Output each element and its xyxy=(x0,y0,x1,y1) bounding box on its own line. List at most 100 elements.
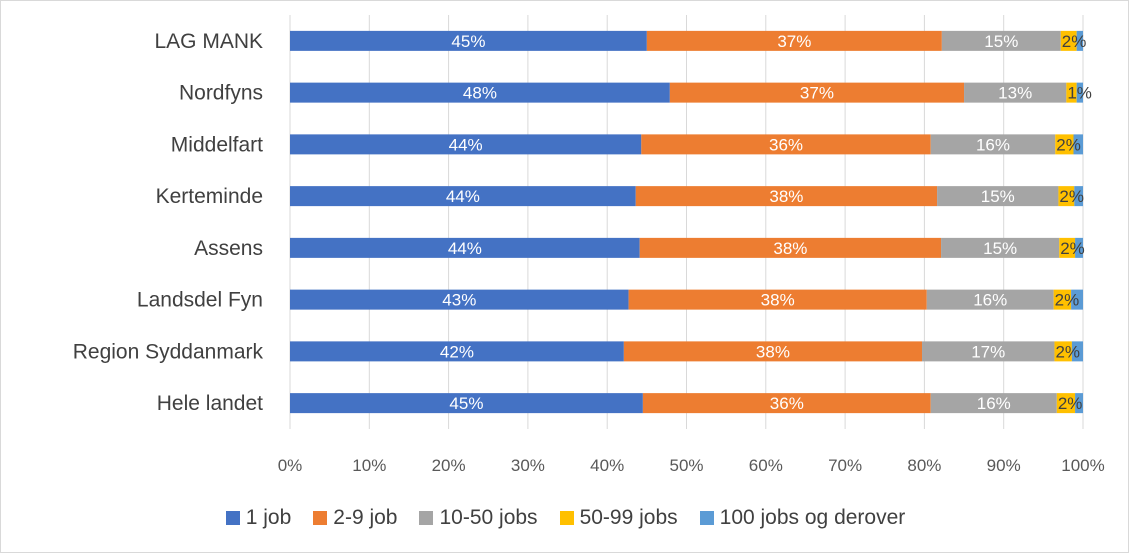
x-tick-label: 70% xyxy=(828,456,862,475)
data-label: 2% xyxy=(1055,291,1080,310)
bar-segment xyxy=(639,237,942,258)
bar-segment xyxy=(941,30,1061,51)
bar-segment xyxy=(922,341,1055,362)
data-label: 44% xyxy=(449,135,483,154)
x-tick-label: 60% xyxy=(749,456,783,475)
data-label: 1% xyxy=(1067,84,1092,103)
data-label: 37% xyxy=(800,84,834,103)
bar-segment xyxy=(964,82,1067,103)
category-label: Assens xyxy=(194,237,263,260)
data-label: 16% xyxy=(973,291,1007,310)
data-label: 43% xyxy=(442,291,476,310)
bar-segment xyxy=(1071,341,1083,362)
category-label: Landsdel Fyn xyxy=(137,289,263,312)
bar-segment xyxy=(1058,186,1075,207)
data-label: 2% xyxy=(1056,135,1081,154)
category-label: Region Syddanmark xyxy=(73,340,264,363)
bar-segment xyxy=(641,134,931,155)
category-label: Kerteminde xyxy=(156,185,263,208)
legend-label: 10-50 jobs xyxy=(439,506,538,529)
data-label: 38% xyxy=(773,239,807,258)
x-tick-label: 90% xyxy=(987,456,1021,475)
bar-segment xyxy=(941,237,1060,258)
bar-segment xyxy=(290,82,670,103)
data-label: 48% xyxy=(463,84,497,103)
legend-label: 100 jobs og derover xyxy=(719,506,906,529)
x-tick-label: 30% xyxy=(511,456,545,475)
x-tick-label: 0% xyxy=(278,456,303,475)
legend-item: 1 job xyxy=(225,506,292,530)
bar-segment xyxy=(290,393,643,414)
legend: 1 job 2-9 job 10-50 jobs 50-99 jobs 100 jobs… xyxy=(1,506,1129,530)
bar-segment xyxy=(623,341,923,362)
bar-segment xyxy=(926,289,1054,310)
bar-segment xyxy=(669,82,965,103)
x-tick-label: 50% xyxy=(669,456,703,475)
bar-segment xyxy=(290,134,642,155)
x-tick-label: 10% xyxy=(352,456,386,475)
data-label: 45% xyxy=(449,394,483,413)
bar-segment xyxy=(1071,289,1083,310)
data-label: 44% xyxy=(446,187,480,206)
bar-segment xyxy=(1060,30,1077,51)
bar-segment xyxy=(290,289,629,310)
legend-label: 1 job xyxy=(245,506,292,529)
category-label: LAG MANK xyxy=(154,30,263,53)
data-label: 16% xyxy=(976,135,1010,154)
bar-segment xyxy=(1066,82,1077,103)
legend-swatch xyxy=(225,511,240,525)
data-label: 15% xyxy=(984,32,1018,51)
legend-item: 100 jobs og derover xyxy=(699,506,906,530)
x-tick-label: 40% xyxy=(590,456,624,475)
x-tick-label: 80% xyxy=(907,456,941,475)
legend-item: 10-50 jobs xyxy=(419,506,538,530)
bar-segment xyxy=(635,186,938,207)
bar-segment xyxy=(1055,134,1074,155)
legend-label: 2-9 job xyxy=(333,506,398,529)
data-label: 2% xyxy=(1055,342,1080,361)
data-label: 2% xyxy=(1058,394,1083,413)
data-label: 44% xyxy=(448,239,482,258)
legend-label: 50-99 jobs xyxy=(579,506,678,529)
legend-item: 50-99 jobs xyxy=(559,506,678,530)
legend-item: 2-9 job xyxy=(313,506,397,530)
bar-segment xyxy=(1073,134,1083,155)
data-label: 16% xyxy=(977,394,1011,413)
data-label: 36% xyxy=(769,135,803,154)
bar-segment xyxy=(290,30,647,51)
bar-segment xyxy=(290,237,640,258)
data-label: 38% xyxy=(756,342,790,361)
bar-segment xyxy=(930,134,1056,155)
bar-segment xyxy=(1074,186,1083,207)
legend-swatch xyxy=(313,511,328,525)
category-label: Hele landet xyxy=(157,392,263,415)
bar-segment xyxy=(937,186,1059,207)
data-label: 17% xyxy=(971,342,1005,361)
x-tick-label: 100% xyxy=(1061,456,1104,475)
data-labels: 45% 37% 15% 2% 48% 37% 13% 1% 44% 36% 16% 2% 44% 38% 1… xyxy=(440,32,1092,413)
bar-segment xyxy=(1076,30,1083,51)
bar-segment xyxy=(1075,393,1083,414)
data-label: 38% xyxy=(769,187,803,206)
data-label: 45% xyxy=(451,32,485,51)
x-axis-tick-labels: 0% 10% 20% 30% 40% 50% 60% 70% 80% 90% 100% xyxy=(278,456,1105,475)
data-label: 15% xyxy=(983,239,1017,258)
bar-segment xyxy=(290,186,636,207)
data-label: 13% xyxy=(998,84,1032,103)
stacked-bar-chart: 45% 37% 15% 2% 48% 37% 13% 1% 44% 36% 16% 2% 44% 38% 1… xyxy=(73,15,1105,475)
bar-segment xyxy=(290,341,624,362)
category-labels: LAG MANK Nordfyns Middelfart Kerteminde Asse… xyxy=(73,30,264,415)
bar-segment xyxy=(642,393,931,414)
bar-segment xyxy=(1056,393,1076,414)
bar-segment xyxy=(930,393,1057,414)
data-label: 37% xyxy=(777,32,811,51)
data-label: 42% xyxy=(440,342,474,361)
data-label: 2% xyxy=(1062,32,1087,51)
data-label: 15% xyxy=(981,187,1015,206)
bar-segment xyxy=(646,30,942,51)
data-label: 2% xyxy=(1059,187,1084,206)
legend-swatch xyxy=(699,511,714,525)
gridlines xyxy=(289,15,1084,429)
bar-segment xyxy=(1054,341,1072,362)
